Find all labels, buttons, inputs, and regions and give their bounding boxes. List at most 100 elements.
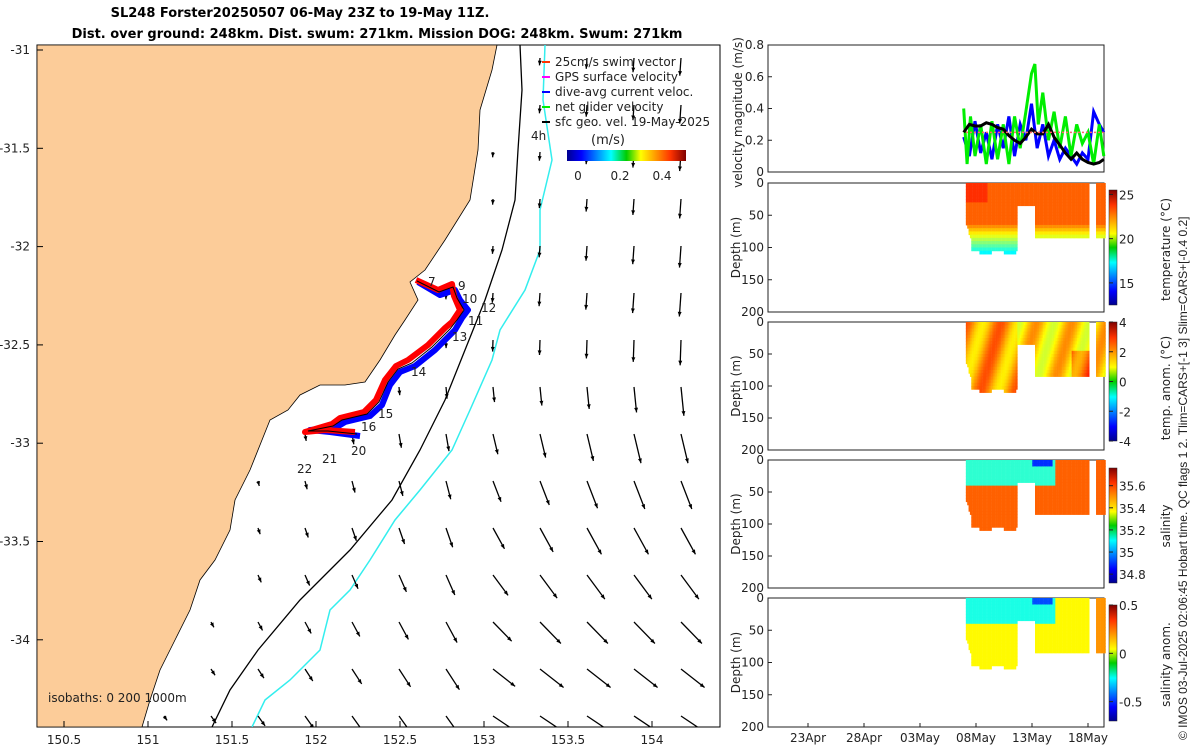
section-cell (972, 373, 975, 377)
section-cell (1011, 322, 1014, 326)
velocity-vector (539, 621, 562, 644)
section-cell (1056, 466, 1059, 471)
section-cell (1082, 186, 1085, 190)
legend-label: net glider velocity (555, 100, 663, 114)
section-cell (1053, 476, 1056, 480)
section-cell (1082, 322, 1085, 326)
section-cell (1075, 234, 1078, 239)
section-cell (1018, 334, 1021, 339)
section-cell (987, 247, 990, 252)
section-cell (1009, 460, 1011, 464)
section-cell (1081, 360, 1083, 365)
section-cell (1010, 344, 1013, 349)
section-cell (1043, 338, 1045, 342)
section-cell (1014, 517, 1017, 522)
section-cell (998, 328, 1000, 333)
velocity-arrowhead (631, 115, 636, 121)
section-cell (1072, 189, 1075, 194)
section-cell (1052, 488, 1055, 493)
section-cell (1043, 205, 1045, 210)
section-cell (1037, 331, 1040, 336)
section-cell (983, 347, 986, 352)
section-cell (1072, 215, 1075, 219)
section-cell (987, 501, 990, 506)
section-cell (991, 237, 994, 242)
section-cell (1044, 341, 1047, 345)
section-cell (984, 354, 987, 358)
section-cell (979, 469, 982, 474)
section-cell (1075, 373, 1078, 377)
section-cell (1098, 202, 1101, 207)
section-cell (971, 338, 973, 342)
section-cell (1075, 231, 1078, 236)
section-cell (1060, 341, 1063, 345)
section-cell (979, 202, 982, 207)
section-cell (1045, 341, 1048, 345)
section-cell (1097, 350, 1099, 355)
section-cell (999, 221, 1002, 226)
section-cell (995, 328, 998, 333)
section-cell (988, 228, 991, 232)
section-cell (1036, 354, 1038, 358)
section-cell (1009, 382, 1011, 387)
section-cell (1049, 508, 1052, 512)
section-cell (1001, 524, 1003, 528)
section-cell (1055, 195, 1057, 200)
section-cell (1044, 511, 1047, 515)
section-cell (1096, 366, 1098, 371)
section-cell (1041, 495, 1044, 499)
section-cell (1003, 514, 1006, 519)
section-cell (1010, 476, 1013, 480)
section-cell (1052, 218, 1055, 223)
section-cell (971, 517, 973, 522)
section-cell (987, 389, 990, 393)
section-cell (1071, 202, 1074, 207)
velocity-arrowhead (361, 726, 363, 727)
section-cell (1044, 322, 1047, 326)
section-cell (1101, 221, 1104, 226)
section-cell (1052, 366, 1055, 371)
section-cell (1063, 360, 1066, 365)
section-cell (1047, 511, 1049, 515)
section-cell (1011, 527, 1014, 531)
section-cell (1018, 328, 1021, 333)
section-cell (999, 328, 1002, 333)
section-cell (1025, 469, 1028, 474)
section-cell (971, 199, 973, 203)
section-cell (1035, 469, 1037, 474)
section-cell (1002, 202, 1005, 207)
section-cell (998, 331, 1000, 336)
section-cell (1059, 363, 1062, 368)
section-cell (1007, 488, 1010, 493)
section-cell (1036, 485, 1038, 490)
section-cell (1066, 334, 1068, 339)
section-cell (1024, 341, 1026, 345)
section-cell (997, 205, 999, 210)
velocity-arrowhead (652, 683, 658, 688)
section-cell (1030, 469, 1033, 474)
section-cell (1096, 183, 1098, 187)
section-cell (1011, 363, 1014, 368)
section-cell (973, 247, 976, 252)
section-cell (973, 373, 976, 377)
section-cell (986, 205, 988, 210)
section-cell (999, 472, 1002, 477)
section-cell (1082, 338, 1085, 342)
section-cell (1007, 338, 1010, 342)
section-cell (994, 331, 996, 336)
section-cell (1040, 218, 1043, 223)
section-cell (1013, 331, 1015, 336)
section-cell (1048, 366, 1051, 371)
section-cell (1028, 195, 1030, 200)
section-cell (1014, 205, 1017, 210)
section-cell (1067, 331, 1070, 336)
section-cell (1005, 504, 1007, 509)
section-cell (997, 234, 999, 239)
section-cell (1043, 208, 1045, 213)
section-cell (975, 376, 977, 381)
section-cell (972, 234, 975, 239)
section-cell (967, 488, 969, 493)
section-cell (978, 341, 980, 345)
section-cell (1006, 460, 1009, 464)
velocity-arrowhead (556, 638, 561, 644)
